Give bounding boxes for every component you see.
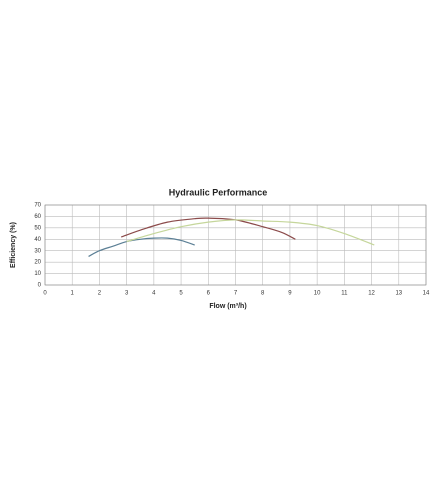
- x-tick-label: 8: [261, 291, 265, 297]
- x-tick-label: 2: [98, 291, 102, 297]
- x-tick-label: 3: [125, 291, 129, 297]
- series-line: [126, 219, 375, 246]
- y-tick-label: 0: [38, 283, 42, 289]
- x-tick-label: 14: [423, 291, 430, 297]
- series-line: [88, 237, 195, 257]
- plot-frame: [44, 204, 427, 286]
- x-tick-label: 7: [234, 291, 238, 297]
- x-tick-label: 13: [395, 291, 402, 297]
- y-axis-title: Efficiency (%): [10, 222, 17, 268]
- y-tick-label: 70: [34, 203, 41, 209]
- y-tick-label: 40: [34, 237, 41, 243]
- x-tick-label: 11: [341, 291, 348, 297]
- y-tick-label: 20: [34, 260, 41, 266]
- y-tick-label: 10: [34, 271, 41, 277]
- x-axis-title: Flow (m³/h): [209, 303, 246, 310]
- x-tick-label: 1: [71, 291, 75, 297]
- y-tick-label: 50: [34, 225, 41, 231]
- x-tick-label: 4: [152, 291, 156, 297]
- x-tick-label: 12: [368, 291, 375, 297]
- y-tick-label: 30: [34, 248, 41, 254]
- series-line: [120, 217, 296, 240]
- x-tick-label: 10: [314, 291, 321, 297]
- x-tick-label: 5: [179, 291, 183, 297]
- x-tick-label: 0: [43, 291, 47, 297]
- y-tick-label: 60: [34, 214, 41, 220]
- x-tick-label: 9: [288, 291, 292, 297]
- chart-title: Hydraulic Performance: [169, 187, 268, 197]
- x-tick-label: 6: [207, 291, 211, 297]
